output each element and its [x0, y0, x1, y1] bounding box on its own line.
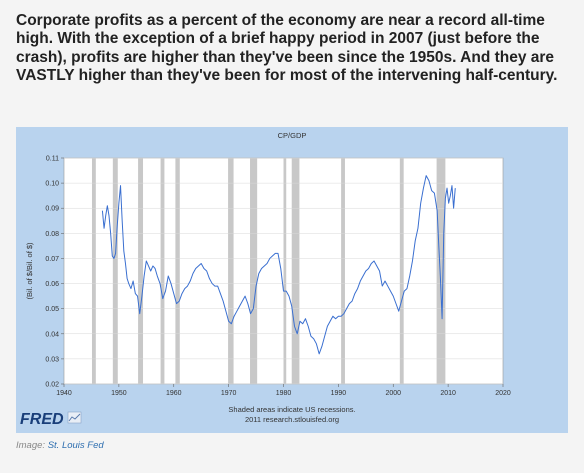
- chart-title: CP/GDP: [278, 131, 307, 140]
- fred-logo: FRED: [20, 411, 82, 428]
- recession-band-8: [283, 158, 287, 384]
- x-tick-label: 1980: [276, 390, 292, 397]
- recession-band-11: [399, 158, 404, 384]
- recession-band-7: [250, 158, 258, 384]
- chart-frame: CP/GDP 0.02 0.03 0.04 0.05 0.06 0.07 0.08 0.09 0…: [16, 127, 568, 433]
- recession-band-12: [436, 158, 446, 384]
- fred-chart-icon: [67, 411, 82, 424]
- y-tick-label: 0.06: [45, 281, 59, 288]
- x-tick-label: 1990: [331, 390, 347, 397]
- source-note: 2011 research.stlouisfed.org: [245, 415, 339, 424]
- x-tick-label: 2000: [385, 390, 401, 397]
- recession-band-5: [175, 158, 180, 384]
- recession-note: Shaded areas indicate US recessions.: [228, 405, 355, 414]
- y-tick-label: 0.08: [45, 231, 59, 238]
- recession-band-6: [228, 158, 234, 384]
- caption-prefix: Image:: [16, 440, 48, 451]
- image-credit: Image: St. Louis Fed: [16, 440, 104, 451]
- recession-band-9: [291, 158, 300, 384]
- recession-band-2: [112, 158, 118, 384]
- y-tick-label: 0.04: [45, 331, 59, 338]
- recession-band-3: [138, 158, 144, 384]
- x-tick-label: 1940: [56, 390, 72, 397]
- x-axis-ticks: 1940 1950 1960 1970 1980 1990 2000 2010 2020: [56, 384, 511, 397]
- recession-band-1: [91, 158, 96, 384]
- x-tick-label: 1960: [166, 390, 182, 397]
- x-tick-label: 2020: [495, 390, 511, 397]
- cp-gdp-chart: CP/GDP 0.020.030.040.050.060.070.080.090…: [20, 131, 511, 428]
- grid-lines: [64, 157, 503, 385]
- x-tick-label: 1950: [111, 390, 127, 397]
- y-axis-ticks: 0.02 0.03 0.04 0.05 0.06 0.07 0.08 0.09 0.10 0.11: [45, 156, 64, 389]
- fred-logo-text: FRED: [20, 411, 64, 428]
- y-tick-label: 0.07: [45, 256, 59, 263]
- y-tick-label: 0.10: [45, 181, 59, 188]
- y-tick-label: 0.03: [45, 356, 59, 363]
- caption-source-link[interactable]: St. Louis Fed: [47, 440, 104, 451]
- y-tick-label: 0.02: [45, 382, 59, 389]
- y-tick-label: 0.05: [45, 306, 59, 313]
- y-tick-label: 0.11: [46, 156, 59, 163]
- headline: Corporate profits as a percent of the ec…: [16, 12, 558, 85]
- recession-band-10: [341, 158, 345, 384]
- x-tick-label: 1970: [221, 390, 237, 397]
- y-axis-label: (Bil. of $/Bil. of $): [25, 242, 34, 300]
- recession-bands: [91, 158, 446, 384]
- cp-gdp-series-line: [101, 175, 456, 355]
- x-tick-label: 2010: [440, 390, 456, 397]
- recession-band-4: [160, 158, 165, 384]
- y-tick-label: 0.09: [45, 206, 59, 213]
